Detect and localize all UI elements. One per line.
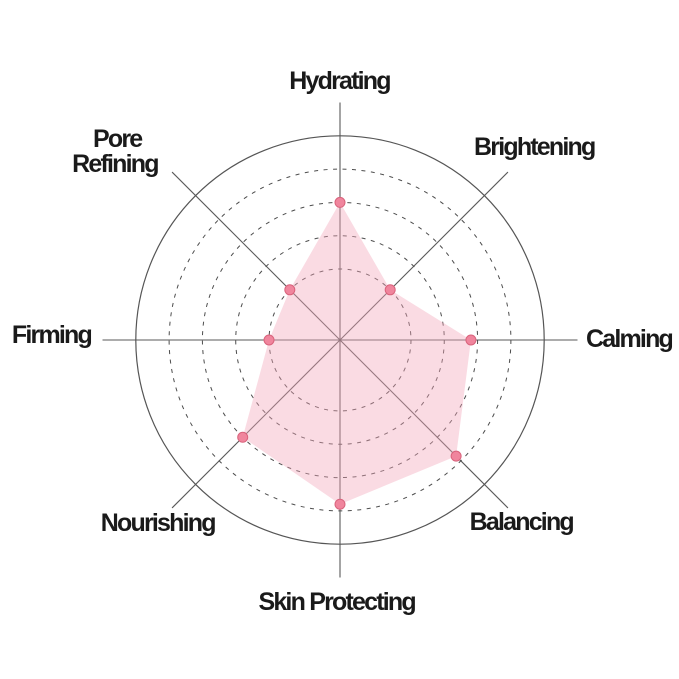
svg-text:Calming: Calming bbox=[586, 325, 673, 353]
svg-text:Brightening: Brightening bbox=[474, 133, 595, 161]
svg-text:Firming: Firming bbox=[12, 321, 92, 349]
svg-text:Skin Protecting: Skin Protecting bbox=[258, 588, 415, 616]
svg-text:Nourishing: Nourishing bbox=[101, 509, 215, 537]
svg-text:Hydrating: Hydrating bbox=[289, 67, 390, 95]
svg-text:Refining: Refining bbox=[72, 150, 158, 178]
svg-text:Pore: Pore bbox=[93, 125, 143, 153]
svg-text:Balancing: Balancing bbox=[470, 508, 574, 536]
